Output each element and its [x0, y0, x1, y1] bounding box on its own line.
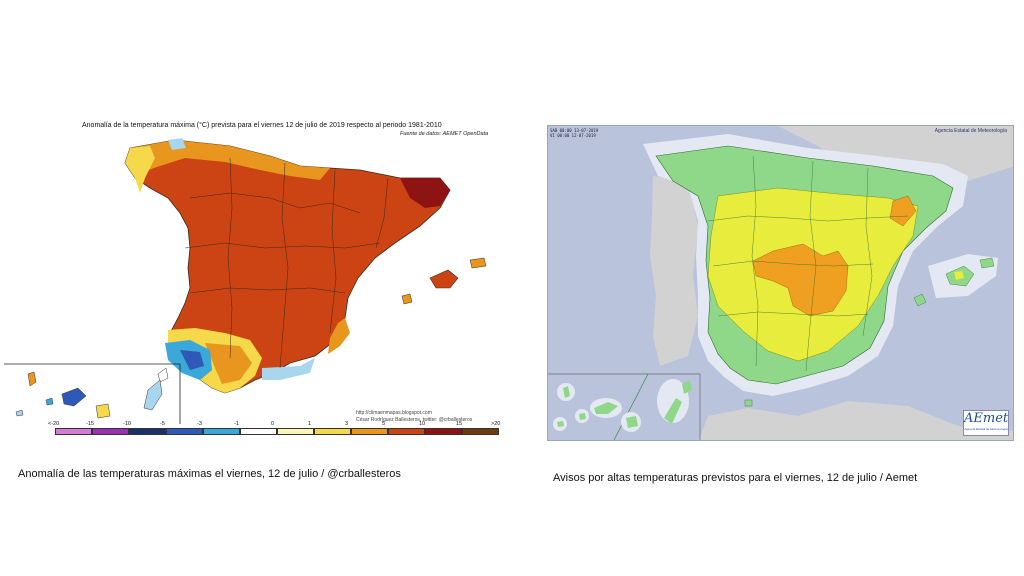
heat-warnings-map: SAB 00:00 13-07-2019 VI 00:00 12-07-2019…: [547, 125, 1014, 441]
fuerteventura: [664, 398, 682, 424]
la-palma: [27, 371, 37, 387]
legend-swatch: [129, 428, 166, 435]
mallorca-yellow: [954, 271, 964, 280]
legend-swatch: [314, 428, 351, 435]
north-blue-spot: [168, 138, 186, 150]
africa-land: [698, 401, 1013, 440]
legend-label: -15: [86, 421, 94, 427]
tenerife: [61, 387, 87, 407]
credit-author: César Rodríguez Ballesteros, twitter: @c…: [356, 417, 473, 423]
right-caption: Avisos por altas temperaturas previstos …: [553, 472, 918, 484]
legend-swatch: [92, 428, 129, 435]
left-caption: Anomalía de las temperaturas máximas el …: [18, 468, 401, 480]
legend-label: 10: [419, 421, 426, 427]
legend-swatch: [388, 428, 425, 435]
legend-swatch: [425, 428, 462, 435]
inset-divider: [613, 373, 649, 440]
legend-label: <-20: [48, 421, 60, 427]
legend-label: 5: [382, 421, 386, 427]
lanzarote: [682, 380, 692, 394]
northeast-hot-zone: [400, 178, 450, 208]
legend-swatch: [55, 428, 92, 435]
la-gomera: [45, 397, 54, 406]
north-coast-zone: [128, 140, 330, 180]
legend-label: 15: [456, 421, 463, 427]
anomaly-map-graphic: [4, 138, 487, 424]
menorca: [469, 257, 487, 269]
ceuta: [744, 399, 753, 407]
tenerife: [594, 402, 618, 414]
legend-label: -5: [160, 421, 165, 427]
east-coast-zone: [328, 318, 350, 354]
france-land: [778, 126, 1013, 181]
ibiza: [401, 293, 413, 305]
legend-swatch: [240, 428, 277, 435]
map-title: Anomalía de la temperatura máxima (°C) p…: [82, 122, 442, 129]
gran-canaria: [626, 416, 638, 428]
agency-name: Agencia Estatal de Meteorología: [934, 128, 1007, 134]
logo-text: AEmet: [964, 411, 1009, 426]
legend-swatch: [203, 428, 240, 435]
header-line-2: VI 00:00 12-07-2019: [550, 133, 596, 138]
south-coast-blue: [262, 358, 315, 380]
legend-label: >20: [491, 421, 501, 427]
el-hierro: [557, 421, 564, 427]
galicia-coast-zone: [125, 146, 155, 193]
map-source: Fuente de datos: AEMET OpenData: [400, 131, 489, 137]
gran-canaria: [95, 403, 111, 419]
lanzarote: [157, 367, 169, 383]
legend-label: 3: [345, 421, 349, 427]
temperature-anomaly-map: Anomalía de la temperatura máxima (°C) p…: [0, 118, 510, 444]
portugal-land: [650, 176, 698, 366]
legend-swatch: [462, 428, 499, 435]
legend-label: 1: [308, 421, 312, 427]
mallorca: [429, 269, 459, 289]
southwest-orange: [205, 343, 252, 384]
province-borders: [184, 157, 389, 369]
province-borders: [707, 155, 909, 372]
header-line-1: SAB 00:00 13-07-2019: [550, 128, 599, 133]
ibiza: [913, 293, 927, 307]
warnings-map-graphic: [548, 126, 1013, 440]
color-legend: [55, 428, 499, 435]
canary-inset-frame: [4, 363, 181, 424]
menorca: [979, 257, 995, 269]
legend-swatch: [351, 428, 388, 435]
aemet-logo: AEmet Agencia Estatal de Meteorología: [963, 410, 1009, 436]
fuerteventura: [143, 379, 163, 411]
legend-label: -1: [234, 421, 239, 427]
legend-label: -10: [123, 421, 131, 427]
la-palma: [563, 386, 570, 398]
canary-inset-frame: [548, 373, 701, 440]
southwest-cold-core: [180, 350, 204, 370]
credit-url: http://climaenmapas.blogspot.com: [356, 410, 432, 416]
logo-subtext: Agencia Estatal de Meteorología: [964, 427, 1008, 431]
la-gomera: [579, 413, 586, 420]
orange-warning-northeast: [889, 195, 917, 227]
el-hierro: [15, 409, 24, 417]
orange-warning-center: [752, 243, 849, 317]
legend-swatch: [277, 428, 314, 435]
legend-swatch: [166, 428, 203, 435]
eastern-canaries-buffer: [657, 379, 689, 423]
legend-labels: <-20 -15 -10 -5 -3 -1 0 1 3 5 10 15 >20: [48, 421, 508, 429]
legend-label: 0: [271, 421, 275, 427]
legend-label: -3: [197, 421, 202, 427]
